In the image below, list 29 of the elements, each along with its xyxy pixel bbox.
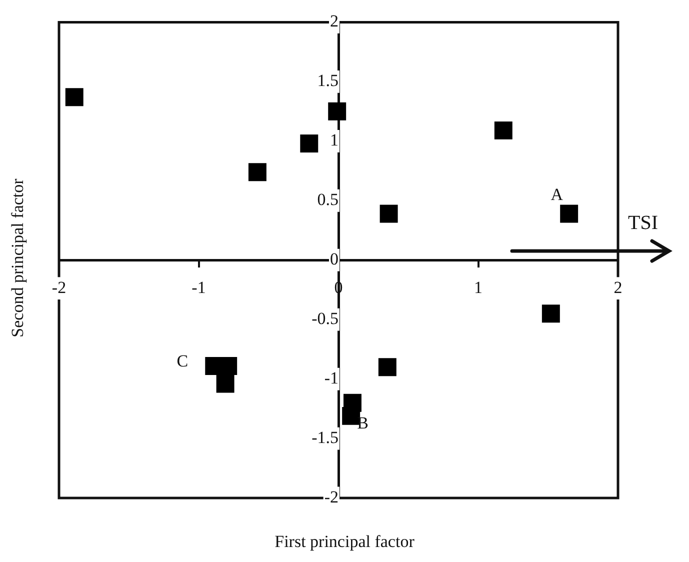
y-axis-title: Second principal factor — [8, 178, 28, 340]
point — [300, 134, 318, 153]
point — [378, 358, 396, 376]
y-tick-label: -2 — [324, 487, 338, 506]
x-axis-title: First principal factor — [274, 532, 416, 552]
x-tick-label: -2 — [52, 278, 66, 297]
y-tick-label: 0 — [330, 250, 338, 269]
x-tick-label: 2 — [614, 278, 622, 297]
y-tick-label: -1.5 — [312, 428, 338, 447]
annotation: C — [176, 351, 188, 370]
point — [65, 88, 84, 106]
y-tick-label: -1 — [324, 368, 338, 388]
y-tick-label: 1.5 — [317, 71, 338, 90]
x-tick-label: 1 — [474, 278, 482, 297]
annotation: A — [550, 185, 564, 204]
y-tick-label: 0.5 — [317, 190, 338, 210]
point — [542, 304, 560, 323]
y-tick-label: -0.5 — [312, 309, 338, 328]
point — [494, 121, 512, 140]
point — [216, 374, 234, 393]
annotation: B — [357, 413, 368, 432]
y-tick-label: 1 — [330, 130, 338, 150]
y-tick-label: 2 — [330, 12, 338, 31]
point — [560, 204, 578, 223]
text: TSI — [628, 212, 658, 235]
point — [328, 102, 346, 120]
point — [248, 163, 266, 182]
point — [380, 204, 398, 223]
x-tick-label: -1 — [192, 278, 206, 297]
